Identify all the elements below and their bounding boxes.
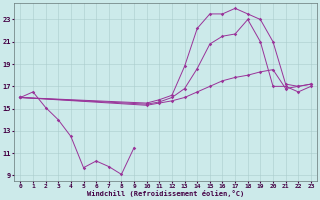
X-axis label: Windchill (Refroidissement éolien,°C): Windchill (Refroidissement éolien,°C): [87, 190, 244, 197]
